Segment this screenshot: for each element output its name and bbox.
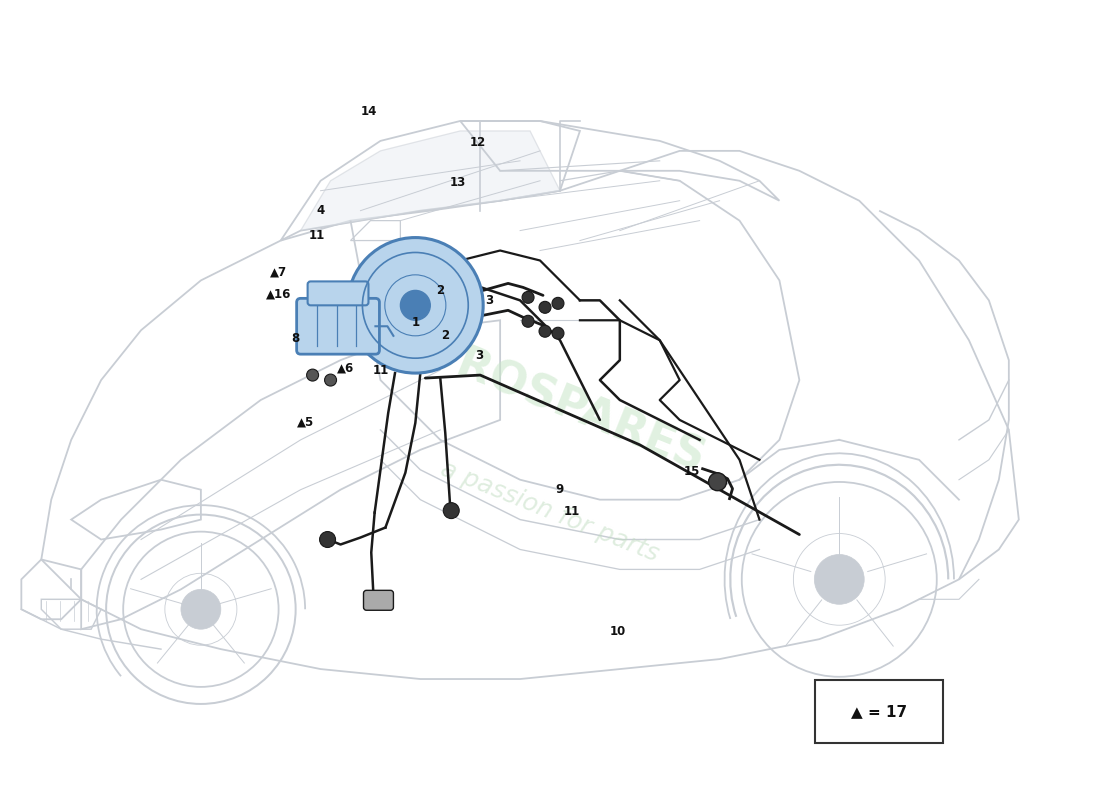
Text: 11: 11 xyxy=(564,505,580,518)
Circle shape xyxy=(814,554,865,604)
Circle shape xyxy=(348,238,483,373)
Text: 8: 8 xyxy=(292,332,300,345)
FancyBboxPatch shape xyxy=(297,298,379,354)
Text: 11: 11 xyxy=(372,364,388,377)
Text: 15: 15 xyxy=(683,466,700,478)
Circle shape xyxy=(522,291,534,303)
Circle shape xyxy=(180,590,221,630)
Text: 10: 10 xyxy=(609,625,626,638)
Text: 13: 13 xyxy=(450,176,466,190)
Text: 3: 3 xyxy=(475,349,483,362)
Circle shape xyxy=(708,473,727,490)
Text: 3: 3 xyxy=(485,294,493,307)
Text: ▲7: ▲7 xyxy=(271,266,287,279)
Text: 1: 1 xyxy=(411,316,419,329)
Circle shape xyxy=(522,315,534,327)
Circle shape xyxy=(320,531,336,547)
FancyBboxPatch shape xyxy=(363,590,394,610)
Circle shape xyxy=(539,302,551,314)
Circle shape xyxy=(324,374,337,386)
Text: ▲ = 17: ▲ = 17 xyxy=(851,705,907,719)
Circle shape xyxy=(400,290,430,320)
Text: 9: 9 xyxy=(556,483,564,496)
Text: 2: 2 xyxy=(441,329,449,342)
FancyBboxPatch shape xyxy=(815,680,943,743)
Circle shape xyxy=(552,298,564,310)
Text: 11: 11 xyxy=(308,229,324,242)
Text: EUROSPARES: EUROSPARES xyxy=(388,318,712,482)
Text: 14: 14 xyxy=(361,105,376,118)
Text: ▲16: ▲16 xyxy=(266,288,292,301)
Circle shape xyxy=(552,327,564,339)
Text: ▲6: ▲6 xyxy=(337,362,354,374)
Circle shape xyxy=(443,502,459,518)
Text: ▲5: ▲5 xyxy=(297,415,315,429)
Text: 12: 12 xyxy=(470,136,486,150)
Text: a passion for parts: a passion for parts xyxy=(438,457,662,566)
Circle shape xyxy=(539,326,551,338)
FancyBboxPatch shape xyxy=(308,282,369,306)
Polygon shape xyxy=(300,131,560,230)
Text: 2: 2 xyxy=(437,284,444,297)
Circle shape xyxy=(307,369,319,381)
Text: 4: 4 xyxy=(317,204,324,217)
